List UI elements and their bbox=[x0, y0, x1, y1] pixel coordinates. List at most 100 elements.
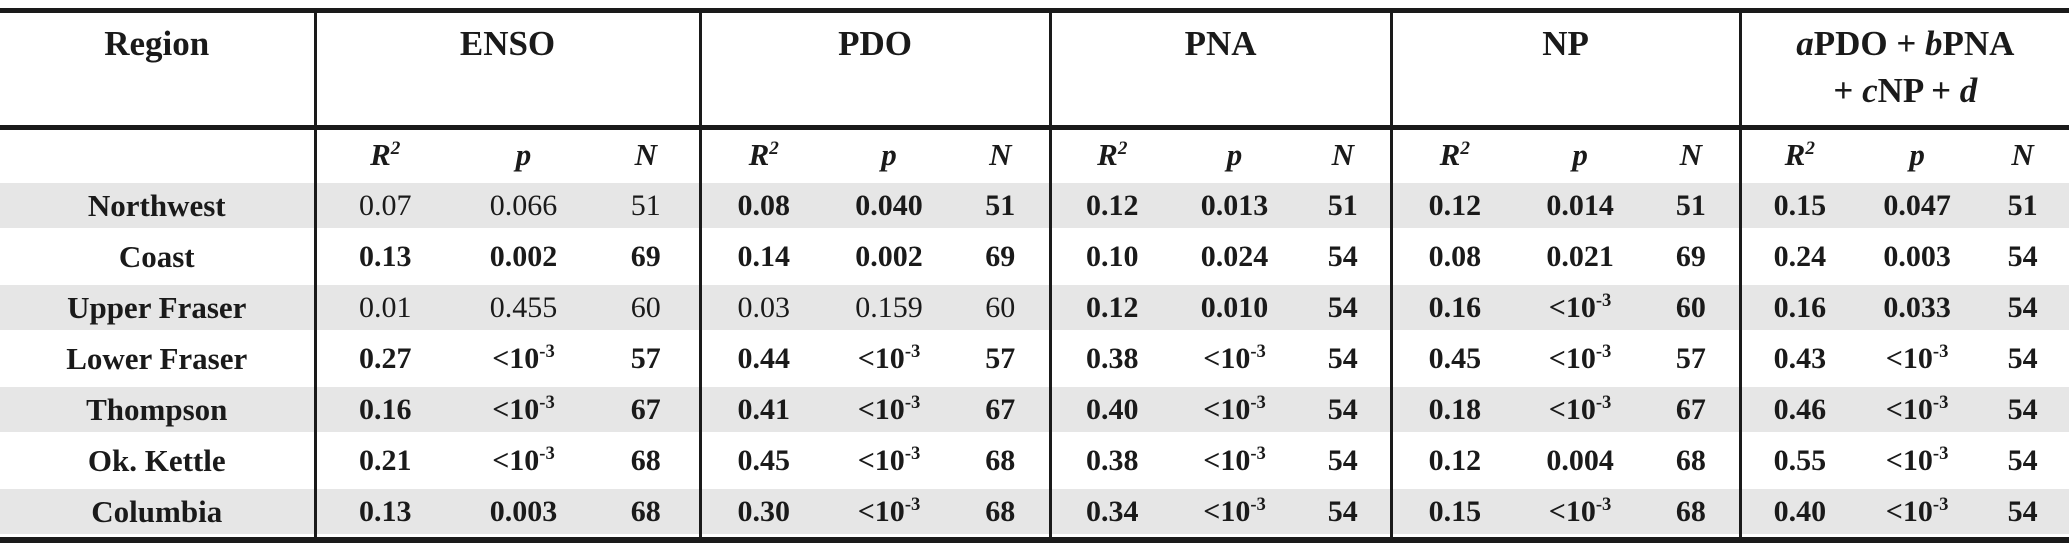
n-cell-pdo: 60 bbox=[952, 282, 1051, 333]
table-body: Northwest 0.07 0.066 51 0.08 0.040 51 0.12 0.013… bbox=[0, 180, 2069, 540]
p-cell-pna: <10-3 bbox=[1173, 486, 1297, 540]
p-cell-model: <10-3 bbox=[1885, 443, 1949, 477]
r2-cell-pna: 0.12 bbox=[1048, 180, 1174, 231]
region-cell: Northwest bbox=[0, 180, 315, 231]
p-cell-model: <10-3 bbox=[1885, 341, 1949, 375]
results-table: Region ENSO PDO PNA NP aPDO + bPNA + cNP … bbox=[0, 8, 2069, 543]
n-cell-pna: 54 bbox=[1296, 384, 1392, 435]
subheader-r2-np: R2 bbox=[1389, 127, 1518, 180]
p-cell-enso: 0.003 bbox=[454, 486, 593, 540]
n-cell-pdo: 69 bbox=[985, 239, 1016, 273]
p-cell-enso: <10-3 bbox=[454, 384, 593, 435]
r2-cell-enso: 0.27 bbox=[313, 333, 454, 384]
n-cell-enso: 67 bbox=[593, 384, 701, 435]
p-cell-np: <10-3 bbox=[1548, 341, 1612, 375]
n-cell-np: 68 bbox=[1643, 486, 1741, 540]
r2-cell-enso: 0.13 bbox=[313, 486, 454, 540]
n-cell-pdo: 67 bbox=[952, 384, 1051, 435]
region-cell: Columbia bbox=[0, 486, 315, 540]
p-cell-np: <10-3 bbox=[1517, 486, 1644, 540]
p-cell-np: 0.004 bbox=[1546, 443, 1614, 477]
group-header-row: Region ENSO PDO PNA NP aPDO + bPNA + cNP … bbox=[0, 10, 2069, 130]
n-cell-model: 54 bbox=[2007, 341, 2038, 375]
n-cell-model: 54 bbox=[2007, 239, 2038, 273]
p-cell-model: <10-3 bbox=[1858, 486, 1977, 540]
n-cell-pdo: 57 bbox=[985, 341, 1016, 375]
n-cell-np: 69 bbox=[1675, 239, 1706, 273]
group-header-pdo: PDO bbox=[698, 10, 1051, 130]
subheader-r2-pna: R2 bbox=[1048, 127, 1174, 180]
p-cell-pdo: <10-3 bbox=[857, 443, 921, 477]
p-cell-model: 0.047 bbox=[1858, 180, 1977, 231]
r2-cell-model: 0.55 bbox=[1738, 435, 1859, 486]
subheader-p-pna: p bbox=[1226, 137, 1243, 172]
group-header-pna: PNA bbox=[1048, 10, 1392, 130]
r2-cell-enso: 0.07 bbox=[313, 180, 454, 231]
r2-cell-pna: 0.12 bbox=[1048, 282, 1174, 333]
r2-cell-pna: 0.34 bbox=[1048, 486, 1174, 540]
r2-cell-model: 0.24 bbox=[1738, 231, 1859, 282]
r2-cell-enso: 0.21 bbox=[313, 435, 454, 486]
subheader-r2-enso: R2 bbox=[313, 127, 454, 180]
subheader-n-pdo: N bbox=[989, 137, 1012, 172]
r2-cell-pdo: 0.08 bbox=[698, 180, 827, 231]
subheader-n-np: N bbox=[1679, 137, 1703, 172]
r2-cell-pna: 0.10 bbox=[1048, 231, 1174, 282]
n-cell-pna: 54 bbox=[1327, 443, 1358, 477]
n-cell-enso: 57 bbox=[630, 341, 661, 375]
r2-cell-enso: 0.13 bbox=[313, 231, 454, 282]
p-cell-enso: 0.455 bbox=[454, 282, 593, 333]
subheader-n-pna: N bbox=[1331, 137, 1354, 172]
n-cell-np: 51 bbox=[1643, 180, 1741, 231]
n-cell-pna: 54 bbox=[1296, 282, 1392, 333]
p-cell-pna: <10-3 bbox=[1173, 384, 1297, 435]
n-cell-enso: 69 bbox=[630, 239, 661, 273]
table-row: Northwest 0.07 0.066 51 0.08 0.040 51 0.12 0.013… bbox=[0, 180, 2069, 231]
r2-cell-pna: 0.38 bbox=[1048, 435, 1174, 486]
r2-cell-pdo: 0.14 bbox=[698, 231, 827, 282]
p-cell-enso: 0.066 bbox=[454, 180, 593, 231]
r2-cell-np: 0.12 bbox=[1389, 435, 1518, 486]
group-header-model: aPDO + bPNA + cNP + d bbox=[1738, 10, 2069, 130]
r2-cell-np: 0.15 bbox=[1389, 486, 1518, 540]
region-cell: Thompson bbox=[0, 384, 315, 435]
p-cell-pna: <10-3 bbox=[1203, 341, 1266, 375]
model-header-line: + cNP + d bbox=[1833, 70, 1978, 110]
p-cell-pdo: <10-3 bbox=[857, 341, 921, 375]
p-cell-pdo: <10-3 bbox=[826, 384, 953, 435]
r2-cell-pdo: 0.45 bbox=[698, 435, 827, 486]
p-cell-enso: <10-3 bbox=[492, 341, 555, 375]
subheader-p-pdo: p bbox=[881, 137, 897, 172]
n-cell-model: 54 bbox=[1976, 282, 2069, 333]
region-column-header: Region bbox=[0, 10, 315, 130]
n-cell-model: 51 bbox=[1976, 180, 2069, 231]
n-cell-np: 67 bbox=[1643, 384, 1741, 435]
group-header-np: NP bbox=[1389, 10, 1741, 130]
r2-cell-np: 0.08 bbox=[1389, 231, 1518, 282]
n-cell-model: 54 bbox=[1976, 486, 2069, 540]
region-cell: Coast bbox=[118, 238, 195, 274]
p-cell-np: 0.014 bbox=[1517, 180, 1644, 231]
r2-cell-enso: 0.01 bbox=[313, 282, 454, 333]
r2-cell-enso: 0.16 bbox=[313, 384, 454, 435]
subheader-p-model: p bbox=[1909, 137, 1925, 172]
r2-cell-pdo: 0.30 bbox=[698, 486, 827, 540]
subheader-r2-pdo: R2 bbox=[698, 127, 827, 180]
table-header: Region ENSO PDO PNA NP aPDO + bPNA + cNP … bbox=[0, 10, 2069, 180]
n-cell-pna: 54 bbox=[1327, 341, 1358, 375]
p-cell-model: 0.033 bbox=[1858, 282, 1977, 333]
n-cell-pna: 54 bbox=[1327, 239, 1358, 273]
p-cell-np: 0.021 bbox=[1546, 239, 1614, 273]
model-header-line: aPDO + bPNA bbox=[1796, 24, 2015, 63]
r2-cell-pdo: 0.03 bbox=[698, 282, 827, 333]
p-cell-pna: 0.024 bbox=[1200, 239, 1269, 273]
p-cell-pdo: 0.002 bbox=[855, 239, 923, 273]
region-cell: Ok. Kettle bbox=[87, 442, 226, 478]
table-row: Ok. Kettle 0.21 <10-3 68 0.45 <10-3 68 0.38 <10-… bbox=[0, 435, 2069, 486]
p-cell-pdo: 0.159 bbox=[826, 282, 953, 333]
n-cell-model: 54 bbox=[2007, 443, 2038, 477]
subheader-r2-model: R2 bbox=[1738, 127, 1859, 180]
table-row: Coast 0.13 0.002 69 0.14 0.002 69 0.10 0.024 54 0.… bbox=[0, 231, 2069, 282]
n-cell-pna: 54 bbox=[1296, 486, 1392, 540]
